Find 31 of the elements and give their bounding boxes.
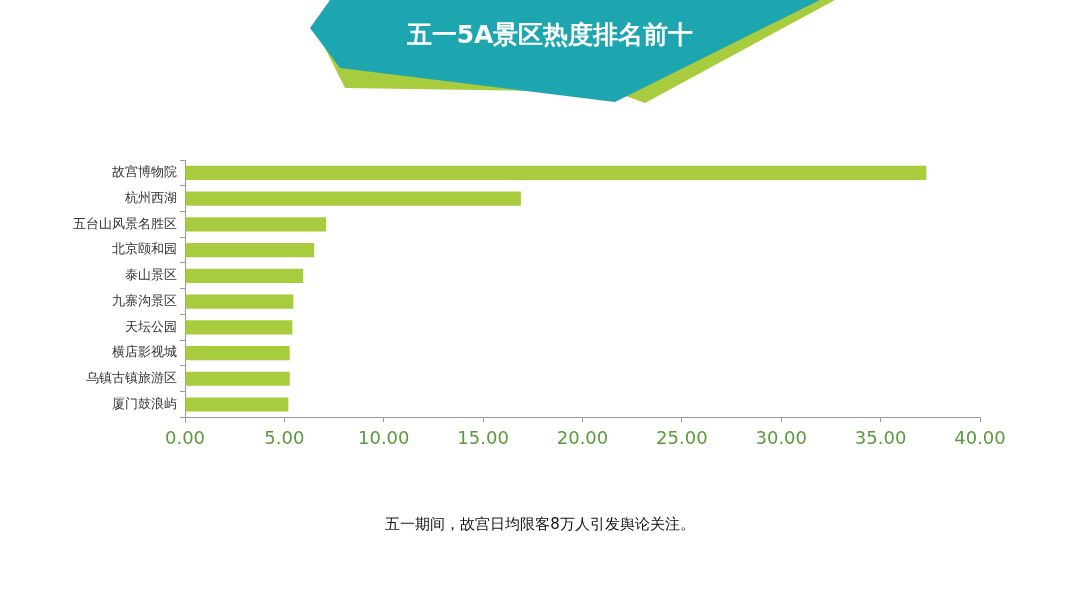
y-tick-label: 横店影视城 — [112, 344, 177, 360]
y-tick-label: 厦门鼓浪屿 — [112, 395, 177, 411]
bar — [185, 294, 294, 309]
y-tick-label: 乌镇古镇旅游区 — [86, 370, 177, 386]
y-tick-label: 九寨沟景区 — [112, 292, 177, 308]
text: 五一期间，故宫日均限客8万人引发舆论关注。 — [384, 515, 696, 534]
bar — [185, 397, 289, 412]
x-tick-label: 20.00 — [556, 426, 609, 448]
y-tick-label: 北京颐和园 — [112, 241, 177, 257]
y-tick-label: 五台山风景名胜区 — [73, 215, 177, 231]
x-tick-label: 0.00 — [164, 426, 206, 448]
bar — [185, 243, 315, 258]
bar — [185, 191, 521, 206]
bar — [185, 371, 290, 386]
bar — [185, 345, 290, 361]
x-tick-label: 40.00 — [954, 426, 1006, 448]
x-tick-label: 25.00 — [656, 426, 708, 448]
y-tick-label: 泰山景区 — [125, 267, 177, 283]
chart-title: 五一5A景区热度排名前十 — [405, 19, 695, 51]
y-tick-label: 杭州西湖 — [124, 189, 177, 205]
bar — [185, 320, 293, 335]
bar — [185, 268, 304, 283]
x-tick-label: 35.00 — [854, 426, 907, 448]
bar — [185, 217, 327, 232]
bar — [185, 165, 927, 180]
x-tick-label: 30.00 — [755, 426, 808, 448]
x-tick-label: 15.00 — [457, 426, 509, 448]
y-tick-label: 故宫博物院 — [112, 164, 177, 180]
x-tick-label: 10.00 — [357, 426, 410, 448]
x-tick-label: 5.00 — [264, 426, 305, 448]
y-tick-label: 天坛公园 — [125, 318, 177, 334]
